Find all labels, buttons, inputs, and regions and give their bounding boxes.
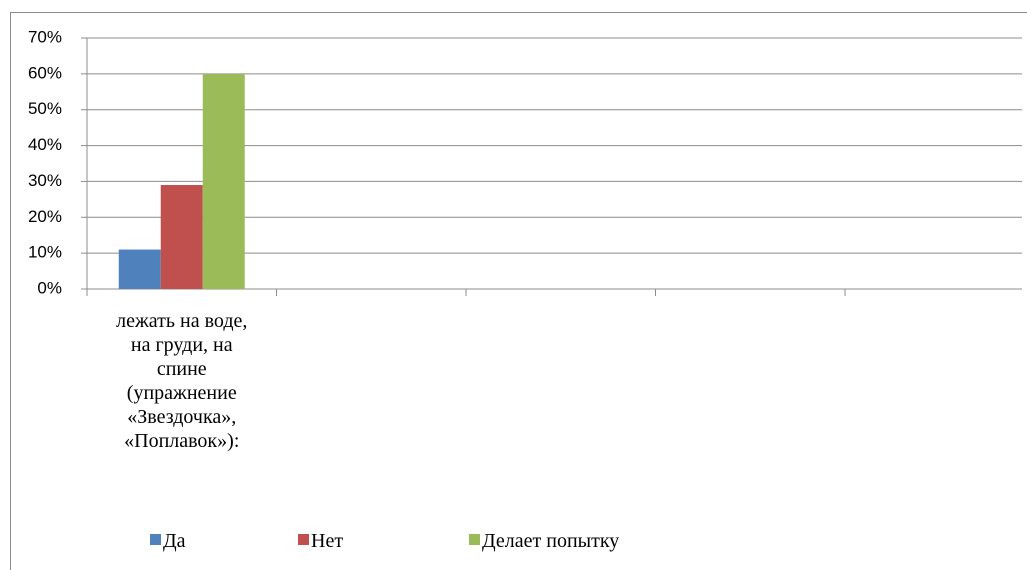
y-tick-label: 70%: [28, 27, 62, 46]
x-tick-label: лежать на воде, на груди, на спине (упра…: [116, 310, 248, 452]
y-tick-label: 60%: [28, 63, 62, 82]
legend-label: Нет: [311, 530, 343, 552]
y-tick-label: 30%: [28, 171, 62, 190]
legend-swatch: [298, 534, 309, 545]
chart-border: [10, 12, 1027, 570]
bar: [202, 73, 245, 289]
legend-label: Да: [163, 530, 186, 552]
y-tick-label: 20%: [28, 207, 62, 226]
y-tick-label: 40%: [28, 135, 62, 154]
bar: [118, 249, 161, 289]
x-tick-label-box: лежать на воде, на груди, на спине (упра…: [116, 310, 248, 452]
y-tick-label: 0%: [37, 278, 62, 297]
y-tick-label: 50%: [28, 99, 62, 118]
legend-swatch: [469, 534, 480, 545]
legend-label: Делает попытку: [482, 530, 619, 552]
y-tick-label: 10%: [28, 243, 62, 262]
bar: [160, 185, 203, 289]
legend-swatch: [150, 534, 161, 545]
